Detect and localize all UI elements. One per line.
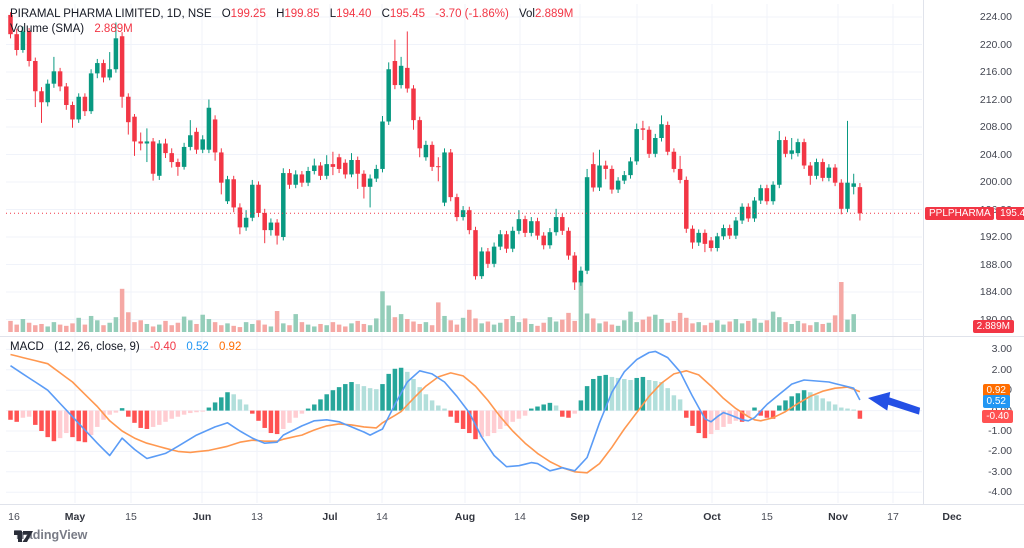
time-tick-day: 12 xyxy=(631,511,643,523)
macd-legend[interactable]: MACD (12, 26, close, 9) -0.40 0.52 0.92 xyxy=(10,341,241,353)
time-tick-day: 17 xyxy=(887,511,899,523)
volume-indicator-value: 2.889M xyxy=(94,23,133,35)
macd-line-badge: 0.52 xyxy=(982,395,1010,408)
volume-value: 2.889M xyxy=(534,8,574,20)
time-tick-day: 14 xyxy=(376,511,388,523)
time-tick-day: 14 xyxy=(514,511,526,523)
change-value: -3.70 (-1.86%) xyxy=(435,8,509,20)
symbol-legend[interactable]: PIRAMAL PHARMA LIMITED, 1D, NSE O199.25 … xyxy=(10,8,573,20)
volume-series[interactable] xyxy=(8,274,856,332)
close-value: 195.45 xyxy=(389,8,426,20)
volume-indicator-title[interactable]: Volume (SMA) xyxy=(10,23,85,35)
price-tick-label: 216.00 xyxy=(979,66,1012,78)
candlestick-series[interactable] xyxy=(8,12,863,290)
time-tick-day: 16 xyxy=(8,511,20,523)
time-tick-month: Aug xyxy=(454,511,476,523)
macd-main-line[interactable] xyxy=(10,350,861,472)
macd-signal-line[interactable] xyxy=(10,353,861,474)
macd-tick-label: 2.00 xyxy=(991,363,1012,376)
macd-tick-label: -1.00 xyxy=(988,425,1012,437)
price-tick-label: 184.00 xyxy=(979,286,1012,298)
last-price-label: PPLPHARMA EQ 195.45 xyxy=(925,207,1024,232)
macd-hist-value: -0.40 xyxy=(149,341,177,353)
macd-tick-label: -3.00 xyxy=(988,465,1012,478)
time-tick-month: Jun xyxy=(192,511,212,523)
high-label: H xyxy=(276,8,285,20)
macd-line-value: 0.52 xyxy=(186,341,209,353)
low-label: L xyxy=(329,8,337,20)
macd-signal-value: 0.92 xyxy=(218,341,242,353)
volume-badge: 2.889M xyxy=(972,320,1014,333)
macd-title[interactable]: MACD xyxy=(10,341,44,353)
time-tick-month: Sep xyxy=(570,511,590,523)
price-tick-label: 200.00 xyxy=(979,176,1012,188)
time-tick-month: May xyxy=(64,511,86,523)
price-tick-label: 224.00 xyxy=(979,11,1012,23)
symbol-badge: PPLPHARMA EQ xyxy=(925,207,995,232)
open-value: 199.25 xyxy=(230,8,266,20)
time-tick-month: Oct xyxy=(703,511,721,523)
low-value: 194.40 xyxy=(336,8,372,20)
macd-tick-label: 3.00 xyxy=(991,343,1012,356)
price-tick-label: 188.00 xyxy=(979,258,1012,271)
open-label: O xyxy=(221,8,231,20)
macd-histogram[interactable] xyxy=(8,367,863,443)
price-tick-label: 204.00 xyxy=(979,148,1012,161)
time-tick-day: 13 xyxy=(251,511,263,523)
close-label: C xyxy=(381,8,390,20)
price-tick-label: 192.00 xyxy=(979,231,1012,243)
macd-tick-label: -4.00 xyxy=(988,486,1012,499)
macd-signal-badge: 0.92 xyxy=(982,384,1010,397)
price-tick-label: 208.00 xyxy=(979,121,1012,133)
time-tick-month: Nov xyxy=(828,511,848,523)
tradingview-logo-icon xyxy=(14,531,33,542)
annotation-arrow[interactable] xyxy=(867,389,922,416)
time-tick-day: 15 xyxy=(125,511,137,523)
tradingview-logo[interactable]: TradingView xyxy=(14,528,87,542)
macd-hist-badge: -0.40 xyxy=(982,410,1013,423)
time-tick-day: 15 xyxy=(761,511,773,523)
volume-indicator-legend[interactable]: Volume (SMA) 2.889M xyxy=(10,23,133,35)
volume-label: Vol xyxy=(518,8,535,20)
price-badge: 195.45 xyxy=(996,207,1024,220)
time-tick-month: Dec xyxy=(942,511,962,523)
pane-separators xyxy=(0,0,1024,505)
price-tick-label: 220.00 xyxy=(979,38,1012,51)
macd-params: (12, 26, close, 9) xyxy=(54,341,140,353)
macd-tick-label: -2.00 xyxy=(988,445,1012,458)
time-tick-month: Jul xyxy=(322,511,338,523)
high-value: 199.85 xyxy=(284,8,320,20)
price-tick-label: 212.00 xyxy=(979,93,1012,106)
symbol-title[interactable]: PIRAMAL PHARMA LIMITED, 1D, NSE xyxy=(10,8,212,20)
